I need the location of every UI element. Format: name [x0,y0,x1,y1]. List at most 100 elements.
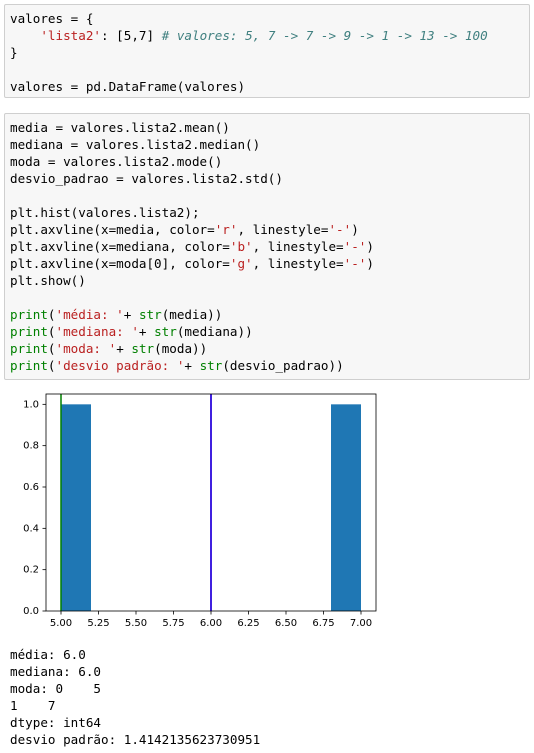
code-token: 'mediana: ' [55,324,139,339]
code-token: 'desvio padrão: ' [55,358,185,373]
code-token: 'moda: ' [55,341,117,356]
code-token: , linestyle= [237,222,329,237]
code-token: (desvio_padrao)) [222,358,344,373]
code-token: moda = valores.lista2.mode() [10,154,223,169]
code-token: plt.hist(valores.lista2); [10,205,200,220]
code-token: mediana = valores.lista2.median() [10,137,261,152]
code-token: plt.axvline(x=media, color= [10,222,215,237]
x-tick-label: 5.00 [50,618,72,629]
code-token: plt.show() [10,273,86,288]
code-token [10,28,40,43]
output-line: desvio padrão: 1.4142135623730951 [10,732,261,747]
code-token: 'b' [229,239,253,254]
code-token: '-' [328,222,352,237]
output: média: 6.0 mediana: 6.0 moda: 0 5 1 7 dtype:… [10,646,260,748]
code-line [10,61,529,78]
y-tick-label: 0.6 [23,482,39,493]
code-token: + [138,324,155,339]
code-line: plt.hist(valores.lista2); [10,204,529,221]
code-line [10,289,529,306]
code-token: '-' [343,239,367,254]
code-cell[interactable]: media = valores.lista2.mean() mediana = v… [4,113,530,380]
chart: 5.00 5.25 5.50 5.75 6.00 6.25 6.50 6.75 7.00 0.0 0… [23,393,377,629]
x-tick-label: 6.75 [312,618,334,629]
code-token: , linestyle= [252,239,344,254]
y-tick-label: 0.4 [23,523,39,534]
code-line: plt.show() [10,272,529,289]
bar [331,404,361,611]
code-line: print('desvio padrão: '+ str(desvio_padr… [10,357,529,374]
code-token: str [199,358,223,373]
code-line: print('moda: '+ str(moda)) [10,340,529,357]
code-token: # valores: 5, 7 -> 7 -> 9 -> 1 -> 13 -> … [161,28,488,43]
x-tick-label: 6.25 [237,618,259,629]
code-line: desvio_padrao = valores.lista2.std() [10,170,529,187]
code-token: (mediana)) [176,324,253,339]
x-tick-label: 6.00 [200,618,222,629]
code-line: 'lista2': [5,7] # valores: 5, 7 -> 7 -> … [10,27,529,44]
x-tick-label: 7.00 [350,618,372,629]
code-token: desvio_padrao = valores.lista2.std() [10,171,283,186]
y-tick-label: 0.0 [23,606,39,617]
code-line: mediana = valores.lista2.median() [10,136,529,153]
y-tick-label: 0.2 [23,565,39,576]
code-token: 'g' [229,256,253,271]
code-token: str [154,324,177,339]
code-token: ( [47,307,56,322]
x-tick-label: 5.25 [87,618,109,629]
code-token: ( [47,358,56,373]
code-token: ( [47,324,56,339]
code-token: plt.axvline(x=moda[0], color= [10,256,230,271]
code-token: valores = { [10,11,94,26]
code-token: ) [366,239,374,254]
code-token: (media)) [161,307,223,322]
code-token: str [131,341,155,356]
code-token: (moda)) [154,341,208,356]
code-line: plt.axvline(x=mediana, color='b', linest… [10,238,529,255]
code-token: valores = pd.DataFrame(valores) [10,79,246,94]
code-line: valores = { [10,10,529,27]
code-line: media = valores.lista2.mean() [10,119,529,136]
code-token: , linestyle= [252,256,344,271]
code-token: print [10,307,48,322]
code-line: plt.axvline(x=media, color='r', linestyl… [10,221,529,238]
output-line: 1 7 [10,698,56,713]
code-token: media = valores.lista2.mean() [10,120,230,135]
code-line: print('média: '+ str(media)) [10,306,529,323]
output-line: dtype: int64 [10,715,101,730]
code-token: ( [47,341,56,356]
code-token: plt.axvline(x=mediana, color= [10,239,230,254]
code-token: print [10,341,48,356]
code-token: ) [366,256,374,271]
code-line: print('mediana: '+ str(mediana)) [10,323,529,340]
x-tick-label: 5.75 [162,618,184,629]
x-tick-label: 5.50 [125,618,147,629]
y-tick-label: 0.8 [23,441,39,452]
code-token: str [138,307,162,322]
code-token: + [184,358,200,373]
code-token: 'r' [214,222,238,237]
y-tick-label: 1.0 [23,399,39,410]
code-line [10,187,529,204]
x-tick-label: 6.50 [275,618,297,629]
code-token: ) [351,222,359,237]
code-line: } [10,44,529,61]
code-token: 'média: ' [55,307,124,322]
output-line: moda: 0 5 [10,681,101,696]
code-token: print [10,324,48,339]
code-line: valores = pd.DataFrame(valores) [10,78,529,95]
output-line: mediana: 6.0 [10,664,101,679]
code-line: plt.axvline(x=moda[0], color='g', linest… [10,255,529,272]
code-line: moda = valores.lista2.mode() [10,153,529,170]
bar [61,404,91,611]
code-token: 'lista2' [40,28,102,43]
code-token: } [10,45,18,60]
code-token: '-' [343,256,367,271]
code-token: : [5,7] [101,28,162,43]
code-token: + [116,341,132,356]
code-token: print [10,358,48,373]
code-cell[interactable]: valores = { 'lista2': [5,7] # valores: 5… [4,4,530,98]
code-token: + [123,307,139,322]
output-line: média: 6.0 [10,647,86,662]
